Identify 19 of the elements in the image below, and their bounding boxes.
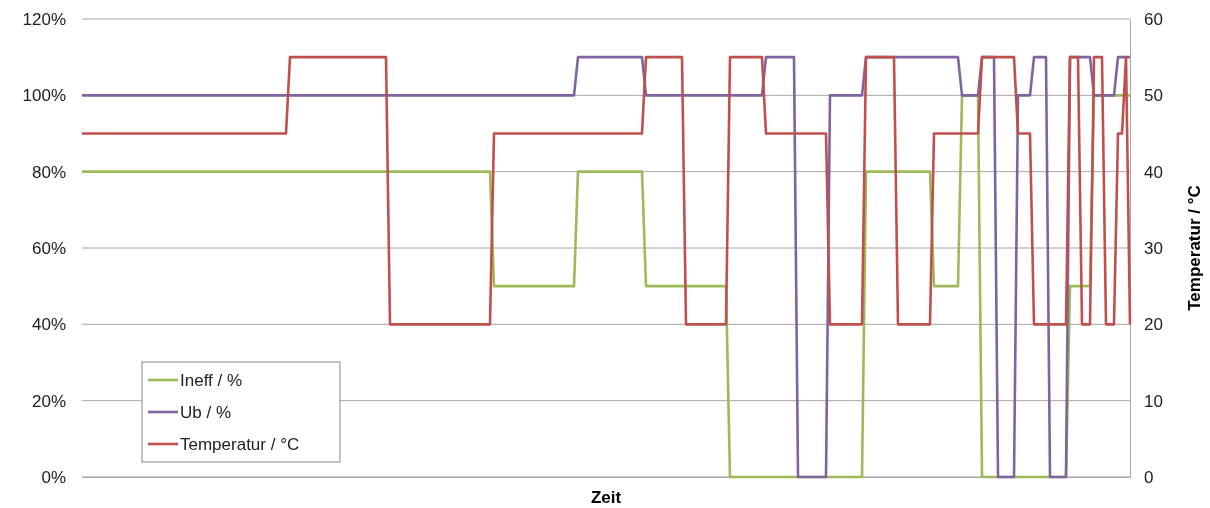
y2-tick-label: 60 [1144,9,1163,29]
y-tick-label: 0% [41,467,66,487]
legend-label: Ineff / % [180,371,243,390]
y2-tick-label: 20 [1144,315,1163,335]
y2-axis-title: Temperatur / °C [1185,185,1204,311]
y-tick-label: 60% [31,238,66,258]
y-tick-label: 80% [31,162,66,182]
y2-tick-label: 50 [1144,86,1163,106]
y-tick-label: 100% [22,86,66,106]
x-axis-title: Zeit [590,488,622,507]
y2-tick-label: 10 [1144,391,1163,411]
legend-label: Temperatur / °C [180,435,300,454]
y2-tick-label: 0 [1144,467,1154,487]
y2-tick-label: 40 [1144,162,1163,182]
y2-tick-label: 30 [1144,238,1163,258]
y-tick-label: 40% [31,315,66,335]
y-tick-label: 20% [31,391,66,411]
legend-label: Ub / % [180,403,232,422]
y-tick-label: 120% [22,9,66,29]
